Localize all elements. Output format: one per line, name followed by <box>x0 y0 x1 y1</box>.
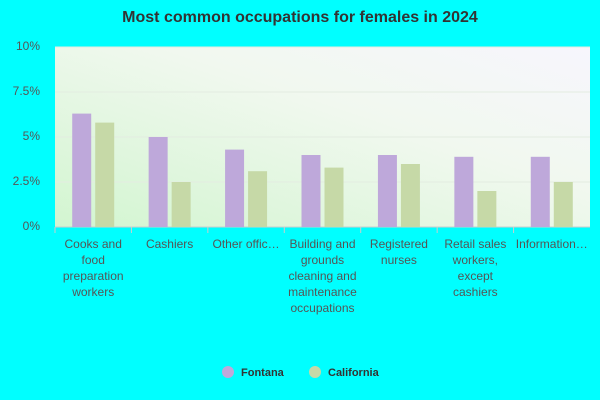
bar <box>225 149 245 227</box>
x-tick-label: Cashiers <box>145 237 194 251</box>
bar <box>454 156 474 227</box>
bar <box>377 155 397 227</box>
bar <box>248 171 268 227</box>
legend-label: Fontana <box>241 367 285 379</box>
y-tick-label: 0% <box>23 219 41 233</box>
legend-label: California <box>328 367 380 379</box>
y-tick-label: 10% <box>16 39 40 53</box>
bar <box>171 182 191 227</box>
x-tick-label: Retail sales workers, except cashiers <box>444 237 507 299</box>
y-tick-label: 2.5% <box>13 174 41 188</box>
bar <box>72 113 92 227</box>
bar <box>400 164 420 227</box>
x-tick-label: Other offic… <box>212 237 280 251</box>
x-tick-label: Building and grounds cleaning and mainte… <box>288 237 357 315</box>
bar <box>477 191 497 227</box>
bar <box>95 122 115 227</box>
x-tick-label: Information… <box>515 237 588 251</box>
bar <box>324 167 344 227</box>
y-tick-label: 5% <box>23 129 41 143</box>
legend-swatch <box>222 366 234 378</box>
y-tick-label: 7.5% <box>13 84 41 98</box>
bar <box>301 155 321 227</box>
bar <box>530 156 550 227</box>
x-tick-label: Registered nurses <box>369 237 428 267</box>
legend-swatch <box>309 366 321 378</box>
x-tick-label: Cooks and food preparation workers <box>62 237 124 299</box>
bar <box>553 182 573 227</box>
bar <box>148 137 168 227</box>
chart-title: Most common occupations for females in 2… <box>122 9 478 26</box>
